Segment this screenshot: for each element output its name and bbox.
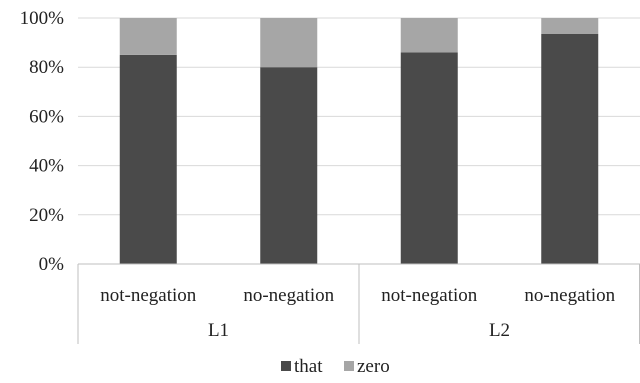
bar-that-3 bbox=[541, 33, 599, 264]
x-axis-group-labels: L1 L2 bbox=[208, 320, 510, 341]
bar-zero-1 bbox=[260, 18, 318, 68]
x-tick-label: not-negation bbox=[381, 285, 478, 306]
y-tick-label: 100% bbox=[20, 8, 65, 29]
group-label: L2 bbox=[489, 320, 510, 341]
legend-swatch-zero bbox=[344, 361, 354, 371]
y-tick-label: 60% bbox=[29, 106, 64, 127]
y-tick-label: 0% bbox=[39, 254, 65, 275]
x-axis-category-labels: not-negation no-negation not-negation no-ne… bbox=[100, 285, 615, 306]
bar-zero-3 bbox=[541, 18, 599, 34]
bar-that-0 bbox=[119, 54, 177, 265]
y-tick-label: 80% bbox=[29, 57, 64, 78]
x-tick-label: no-negation bbox=[524, 285, 615, 306]
y-axis-tick-labels: 0% 20% 40% 60% 80% 100% bbox=[20, 8, 65, 275]
y-tick-label: 20% bbox=[29, 205, 64, 226]
bar-zero-0 bbox=[119, 18, 177, 55]
y-tick-label: 40% bbox=[29, 156, 64, 177]
bar-zero-2 bbox=[400, 18, 458, 53]
legend-label-zero: zero bbox=[357, 356, 390, 377]
bars bbox=[119, 18, 599, 265]
legend-label-that: that bbox=[294, 356, 323, 377]
bar-that-1 bbox=[260, 67, 318, 264]
bar-that-2 bbox=[400, 52, 458, 264]
group-label: L1 bbox=[208, 320, 229, 341]
x-tick-label: no-negation bbox=[243, 285, 334, 306]
legend-swatch-that bbox=[281, 361, 291, 371]
x-tick-label: not-negation bbox=[100, 285, 197, 306]
legend: that zero bbox=[281, 356, 390, 377]
